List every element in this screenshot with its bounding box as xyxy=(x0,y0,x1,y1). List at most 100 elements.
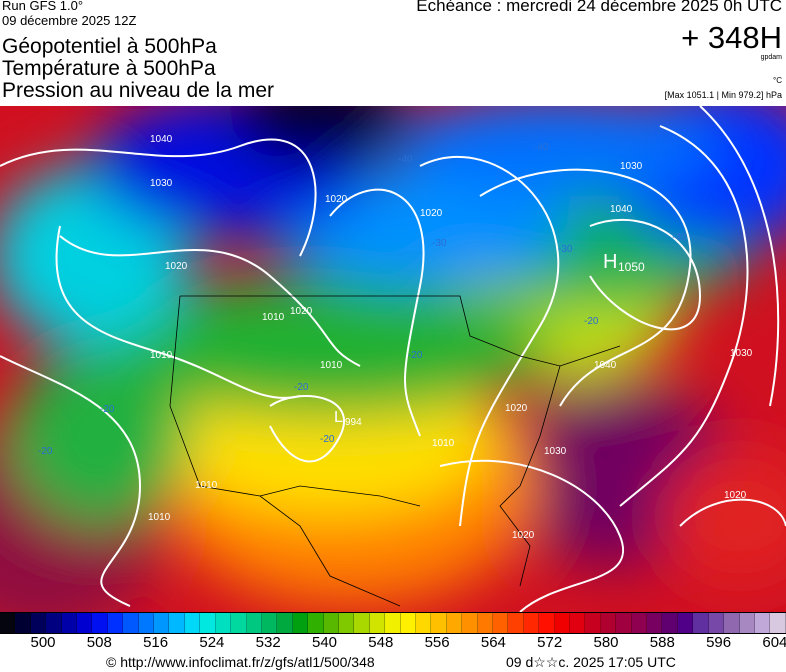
run-label: Run GFS 1.0° xyxy=(2,0,84,13)
isobar xyxy=(59,235,361,367)
isobar xyxy=(479,168,692,407)
color-scale-cell xyxy=(184,613,201,633)
color-scale-tick: 588 xyxy=(649,634,675,651)
color-scale-cell xyxy=(539,613,555,633)
color-scale-cell xyxy=(570,613,586,633)
color-scale-cell xyxy=(600,613,617,633)
isobar-label: 1030 xyxy=(620,161,643,172)
high-value: 1050 xyxy=(618,260,645,274)
temperature-label: -40 xyxy=(398,154,413,165)
isobar-label: 1030 xyxy=(544,446,567,457)
isobar-label: 1020 xyxy=(505,403,528,414)
isobar xyxy=(0,138,317,257)
color-scale xyxy=(0,612,786,634)
color-scale-cell xyxy=(554,613,571,633)
temperature-label: -20 xyxy=(294,382,309,393)
color-scale-cell xyxy=(662,613,678,633)
color-scale-cell xyxy=(169,613,185,633)
title-temperature: Température à 500hPa xyxy=(2,57,216,80)
color-scale-cell xyxy=(369,613,386,633)
isobar-label: 1010 xyxy=(195,480,218,491)
color-scale-cell xyxy=(46,613,62,633)
low-pressure-center: L 994 xyxy=(334,409,362,428)
temperature-label: -20 xyxy=(320,434,335,445)
color-scale-tick: 500 xyxy=(30,634,56,651)
isobar-label: 1020 xyxy=(420,208,443,219)
color-scale-cell xyxy=(677,613,694,633)
geopotential-field xyxy=(0,106,786,612)
color-scale-cell xyxy=(647,613,663,633)
color-scale-cell xyxy=(508,613,524,633)
forecast-valid-time: Echéance : mercredi 24 décembre 2025 0h … xyxy=(416,0,782,15)
coastline-east xyxy=(499,365,561,587)
color-scale-tick: 524 xyxy=(199,634,225,651)
isobar xyxy=(55,225,301,399)
color-scale-cell xyxy=(215,613,232,633)
color-scale-cell xyxy=(261,613,278,633)
color-scale-cell xyxy=(523,613,540,633)
color-scale-cell xyxy=(493,613,509,633)
unit-temperature: °C xyxy=(773,76,782,85)
temperature-label: -40 xyxy=(672,232,687,243)
lead-time: + 348H xyxy=(681,20,782,55)
high-letter: H xyxy=(603,251,617,273)
color-scale-cell xyxy=(739,613,755,633)
isobars xyxy=(0,106,786,612)
color-scale-cell xyxy=(693,613,709,633)
low-letter: L xyxy=(334,409,343,426)
color-scale-cell xyxy=(154,613,170,633)
color-scale-cell xyxy=(308,613,324,633)
color-scale-cell xyxy=(585,613,601,633)
color-scale-cell xyxy=(338,613,355,633)
isobar-label: 1020 xyxy=(724,490,747,501)
isobar-label: 1030 xyxy=(730,348,753,359)
isobar-label: 1030 xyxy=(150,178,173,189)
isobar xyxy=(439,459,624,612)
color-scale-cell xyxy=(323,613,339,633)
color-scale-cell xyxy=(354,613,370,633)
color-scale-tick: 516 xyxy=(143,634,169,651)
color-scale-cell xyxy=(61,613,78,633)
run-date: 09 décembre 2025 12Z xyxy=(2,13,137,28)
forecast-map: 1040 1030 1020 1020 1020 1010 1020 1010 1010 1030… xyxy=(0,106,786,612)
temperature-label: -20 xyxy=(100,404,115,415)
color-scale-cell xyxy=(754,613,771,633)
color-scale-cell xyxy=(724,613,740,633)
isobar-label: 1010 xyxy=(148,512,171,523)
color-scale-cell xyxy=(400,613,416,633)
low-value: 994 xyxy=(345,417,362,428)
color-scale-tick: 548 xyxy=(368,634,394,651)
color-scale-cell xyxy=(431,613,447,633)
color-scale-tick: 532 xyxy=(255,634,281,651)
color-scale-cell xyxy=(415,613,432,633)
color-scale-tick: 540 xyxy=(311,634,338,651)
isobar-label: 1020 xyxy=(325,194,348,205)
color-scale-cell xyxy=(77,613,93,633)
temperature-label: -20 xyxy=(408,350,423,361)
isobar xyxy=(419,155,560,527)
color-scale-tick: 596 xyxy=(706,634,732,651)
color-scale-cell xyxy=(123,613,139,633)
isobar xyxy=(619,125,749,507)
color-scale-cell xyxy=(631,613,648,633)
color-scale-cell xyxy=(477,613,493,633)
color-scale-cell xyxy=(200,613,216,633)
color-scale-cell xyxy=(462,613,478,633)
isobar xyxy=(0,355,142,607)
isobar-label: 1020 xyxy=(512,530,535,541)
isobar xyxy=(679,498,786,527)
color-scale-cell xyxy=(385,613,401,633)
color-scale-tick: 556 xyxy=(424,634,450,651)
color-scale-tick: 604 xyxy=(762,634,786,651)
temperature-label: -20 xyxy=(584,316,599,327)
color-scale-tick: 508 xyxy=(86,634,112,651)
color-scale-cell xyxy=(708,613,725,633)
temperature-label: -30 xyxy=(432,238,447,249)
color-scale-tick: 572 xyxy=(537,634,563,651)
pressure-max-min: [Max 1051.1 | Min 979.2] hPa xyxy=(664,90,782,100)
isobar xyxy=(329,188,425,437)
isobar-label: 1020 xyxy=(290,306,313,317)
generation-time: 09 d☆☆c. 2025 17:05 UTC xyxy=(506,654,676,670)
color-scale-cell xyxy=(770,613,786,633)
